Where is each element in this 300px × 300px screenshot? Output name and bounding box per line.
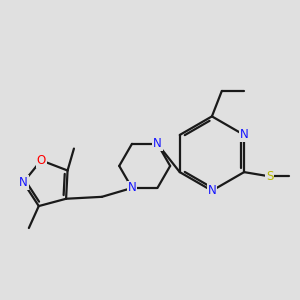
Text: N: N [208, 184, 216, 197]
Text: N: N [19, 176, 28, 189]
Text: N: N [128, 182, 136, 194]
Text: N: N [240, 128, 248, 142]
Text: N: N [153, 137, 162, 150]
Text: O: O [37, 154, 46, 167]
Text: S: S [266, 170, 273, 183]
